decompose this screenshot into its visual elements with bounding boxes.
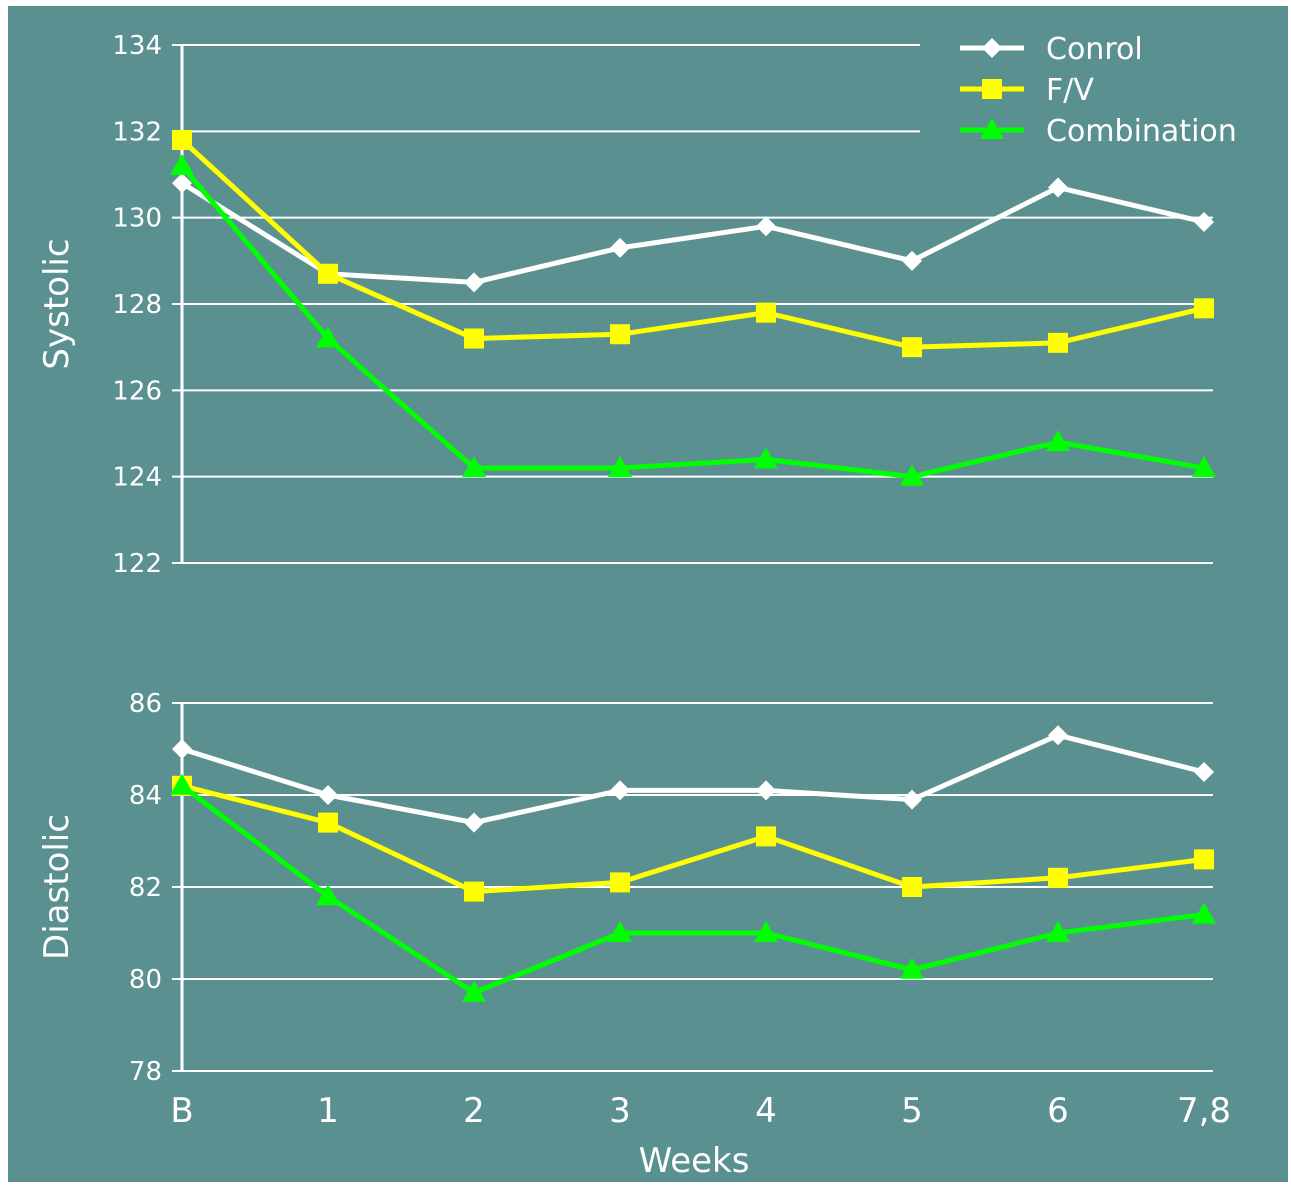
systolic-combination-point	[170, 153, 194, 175]
x-tick-label: B	[170, 1091, 193, 1131]
diastolic-conrol-point	[1194, 762, 1214, 782]
systolic-combination-point	[754, 447, 778, 469]
legend-label: Conrol	[1046, 32, 1143, 67]
diastolic-y-tick-label: 80	[129, 965, 162, 995]
diastolic-y-tick-label: 84	[129, 781, 162, 811]
diastolic-series-f-v-line	[181, 783, 1205, 895]
systolic-conrol-point	[172, 173, 192, 194]
systolic-combination-point	[1192, 456, 1216, 478]
diastolic-y-tick-label: 82	[129, 873, 162, 903]
legend-diamond-marker	[982, 38, 1002, 58]
diastolic-y-tick-label: 78	[129, 1057, 162, 1087]
systolic-y-tick-label: 122	[112, 549, 162, 579]
legend-label: Combination	[1046, 114, 1237, 149]
systolic-f-v-point	[318, 263, 338, 284]
legend-label: F/V	[1046, 73, 1094, 108]
systolic-f-v-point	[464, 328, 484, 349]
diastolic-combination-point	[1192, 902, 1216, 924]
systolic-y-tick-label: 134	[112, 31, 162, 61]
diastolic-f-v-point	[756, 826, 776, 847]
diastolic-conrol-point	[902, 789, 922, 810]
x-tick-label: 7,8	[1177, 1091, 1231, 1131]
diastolic-series-combination-line	[180, 783, 1205, 996]
diastolic-conrol-point	[318, 785, 338, 805]
x-tick-label: 2	[463, 1091, 485, 1131]
diastolic-combination-point	[170, 773, 194, 795]
diastolic-y-tick-label: 86	[129, 689, 162, 719]
diastolic-axis-label: Diastolic	[37, 814, 77, 960]
diastolic-combination-point	[462, 980, 486, 1002]
systolic-conrol-point	[464, 272, 484, 293]
diastolic-combination-point	[900, 957, 924, 979]
x-tick-label: 5	[901, 1091, 923, 1131]
systolic-combination-point	[900, 464, 924, 486]
diastolic-combination-point	[608, 921, 632, 942]
x-tick-label: 1	[317, 1091, 339, 1131]
chart-background	[8, 6, 1288, 1182]
systolic-combination-point	[1046, 430, 1070, 452]
systolic-y-tick-label: 132	[112, 117, 162, 147]
x-tick-label: 6	[1047, 1091, 1069, 1131]
diastolic-f-v-point	[1048, 867, 1068, 888]
diastolic-conrol-point	[464, 812, 484, 833]
systolic-f-v-point	[172, 129, 192, 150]
systolic-conrol-point	[902, 250, 922, 271]
legend-square-marker	[982, 79, 1002, 99]
systolic-y-tick-label: 124	[112, 463, 162, 493]
systolic-f-v-point	[1048, 332, 1068, 353]
systolic-f-v-point	[756, 302, 776, 323]
systolic-conrol-point	[1194, 211, 1214, 232]
systolic-series-f-v-line	[180, 138, 1205, 350]
systolic-f-v-point	[1194, 298, 1214, 319]
diastolic-conrol-point	[610, 780, 630, 801]
diastolic-series-conrol-line	[181, 732, 1205, 826]
systolic-combination-point	[316, 326, 340, 348]
x-axis-label: Weeks	[639, 1141, 750, 1181]
systolic-axis-label: Systolic	[37, 238, 77, 369]
systolic-series-conrol-line	[180, 181, 1205, 285]
systolic-combination-point	[608, 456, 632, 478]
diastolic-f-v-point	[902, 877, 922, 897]
diastolic-combination-point	[1046, 921, 1070, 942]
diastolic-f-v-point	[318, 812, 338, 833]
systolic-conrol-point	[1048, 177, 1068, 198]
diastolic-f-v-point	[1194, 849, 1214, 870]
systolic-y-tick-label: 128	[112, 290, 162, 320]
systolic-series-combination-line	[180, 164, 1205, 480]
diastolic-conrol-point	[756, 780, 776, 801]
systolic-y-tick-label: 130	[112, 204, 162, 234]
systolic-conrol-point	[610, 237, 630, 258]
systolic-conrol-point	[756, 216, 776, 237]
diastolic-conrol-point	[1048, 725, 1068, 746]
diastolic-conrol-point	[172, 739, 192, 759]
diastolic-f-v-point	[610, 872, 630, 893]
x-tick-label: 4	[755, 1091, 777, 1131]
diastolic-combination-point	[316, 884, 340, 906]
diastolic-combination-point	[754, 921, 778, 942]
systolic-f-v-point	[902, 337, 922, 358]
diastolic-f-v-point	[464, 881, 484, 902]
systolic-f-v-point	[610, 324, 630, 345]
systolic-y-tick-label: 126	[112, 376, 162, 406]
legend-triangle-marker	[980, 118, 1004, 139]
systolic-combination-point	[462, 456, 486, 478]
x-tick-label: 3	[609, 1091, 631, 1131]
